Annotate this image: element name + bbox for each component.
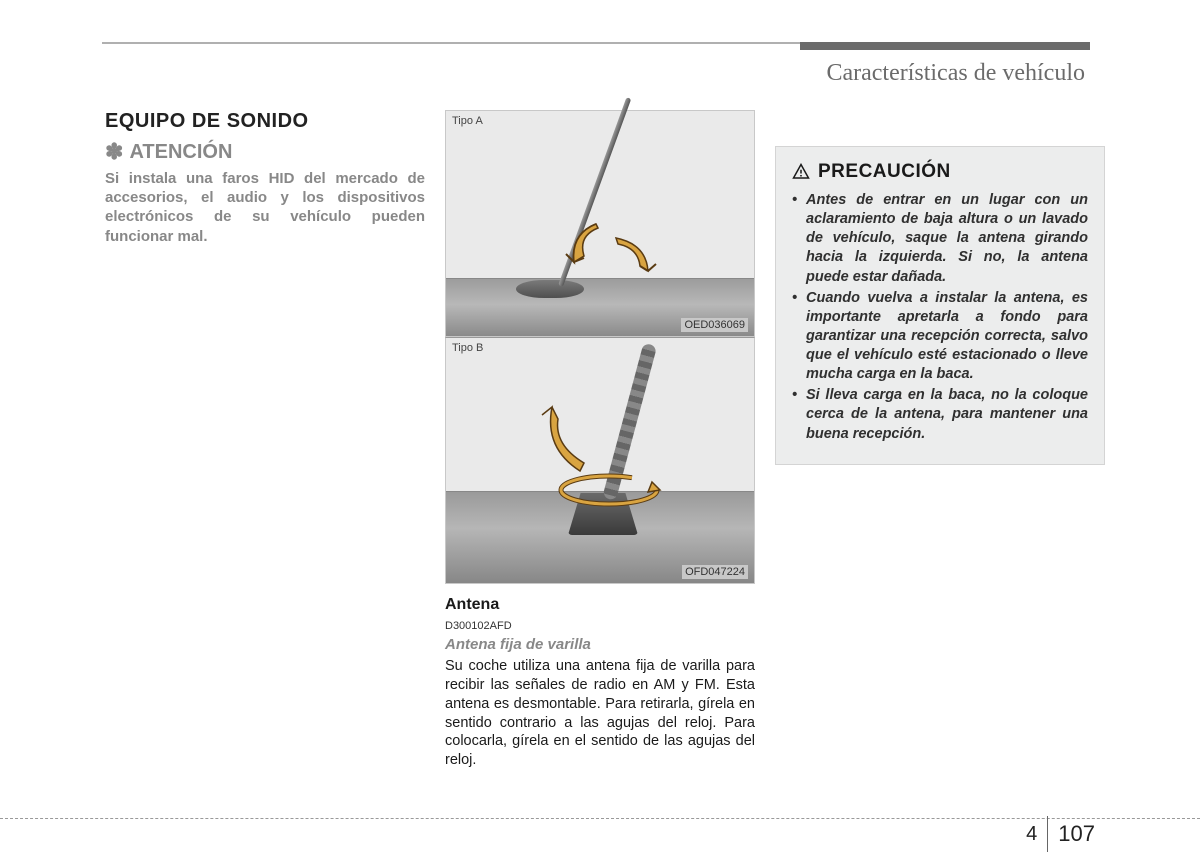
top-rule-accent	[800, 42, 1090, 50]
caution-item: Antes de entrar en un lugar con un aclar…	[792, 191, 1088, 287]
caution-list: Antes de entrar en un lugar con un aclar…	[792, 191, 1088, 444]
atencion-label: ATENCIÓN	[129, 141, 232, 164]
caution-item: Cuando vuelva a instalar la antena, es i…	[792, 289, 1088, 385]
bottom-rule	[0, 818, 1200, 819]
antena-code: D300102AFD	[445, 620, 755, 632]
figure-b-label: Tipo B	[452, 342, 483, 354]
chapter-number: 4	[1026, 823, 1037, 846]
antena-body: Su coche utiliza una antena fija de vari…	[445, 657, 755, 770]
column-left: EQUIPO DE SONIDO ✽ ATENCIÓN Si instala u…	[105, 110, 425, 770]
figure-a-code: OED036069	[681, 318, 748, 332]
page-number-value: 107	[1058, 821, 1095, 847]
figure-a-label: Tipo A	[452, 115, 483, 127]
page-number: 4 107	[1026, 816, 1095, 852]
caution-box: PRECAUCIÓN Antes de entrar en un lugar c…	[775, 146, 1105, 465]
page-separator	[1047, 816, 1048, 852]
caution-title: PRECAUCIÓN	[818, 161, 951, 183]
figure-tipo-b: Tipo B OFD047224	[445, 337, 755, 584]
section-title: EQUIPO DE SONIDO	[105, 110, 425, 133]
caution-item: Si lleva carga en la baca, no la coloque…	[792, 386, 1088, 443]
atencion-heading: ✽ ATENCIÓN	[105, 139, 425, 165]
ellipse-rotate-icon	[554, 468, 664, 513]
figure-tipo-a: Tipo A OED036069	[445, 110, 755, 337]
column-right: PRECAUCIÓN Antes de entrar en un lugar c…	[775, 110, 1105, 770]
asterisk-icon: ✽	[105, 139, 123, 165]
antena-subhead: Antena	[445, 596, 755, 614]
figure-b-code: OFD047224	[682, 565, 748, 579]
page-header: Características de vehículo	[826, 60, 1085, 87]
atencion-body: Si instala una faros HID del mercado de …	[105, 169, 425, 246]
content-columns: EQUIPO DE SONIDO ✽ ATENCIÓN Si instala u…	[105, 110, 1095, 770]
caution-heading: PRECAUCIÓN	[792, 161, 1088, 183]
antenna-base-a	[516, 280, 584, 298]
warning-triangle-icon	[792, 163, 810, 181]
column-middle: Tipo A OED036069 Tipo B	[445, 110, 755, 770]
rotate-arrow-right-icon	[606, 226, 666, 281]
antena-subhead-italic: Antena fija de varilla	[445, 636, 755, 653]
